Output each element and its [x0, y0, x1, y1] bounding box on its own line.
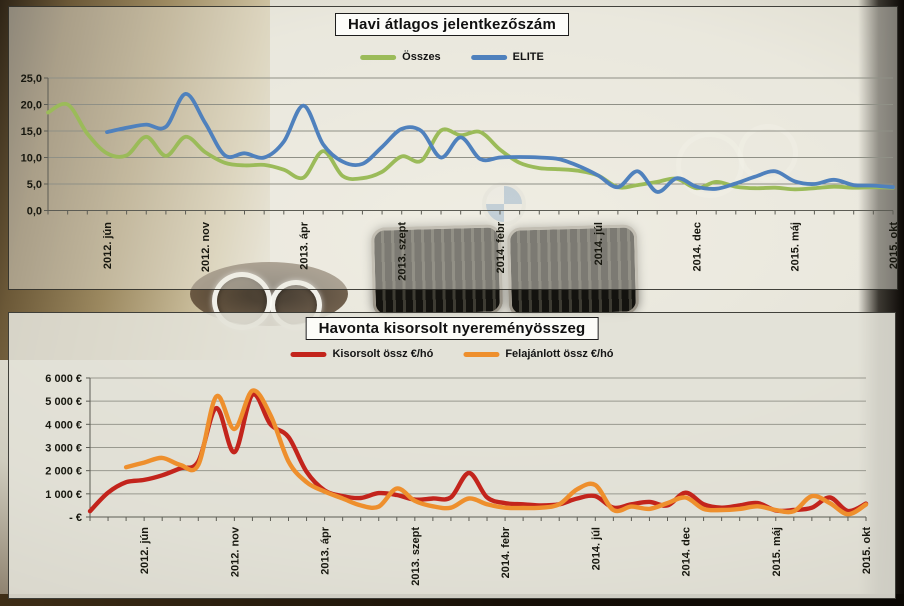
y-axis-tick-label: 5 000 € [45, 396, 82, 408]
x-axis-tick-label: 2012. jún [102, 222, 114, 269]
y-axis-tick-label: - € [69, 512, 82, 524]
y-axis-tick-label: 6 000 € [45, 373, 82, 385]
x-axis-tick-label: 2014. dec [692, 222, 704, 272]
y-axis-tick-label: 1 000 € [45, 489, 82, 501]
y-axis-tick-label: 20,0 [21, 100, 42, 112]
x-axis-tick-label: 2015. máj [790, 222, 802, 272]
legend-item: Felajánlott össz €/hó [463, 348, 614, 360]
y-axis-tick-label: 10,0 [21, 153, 42, 165]
legend-label: Felajánlott össz €/hó [505, 348, 614, 360]
x-axis-tick-label: 2015. okt [888, 222, 900, 269]
legend-swatch-felajanlott [463, 351, 500, 357]
chart-plot-bottom: - € 1 000 € 2 000 € 3 000 € 4 000 € 5 000 € 6 … [45, 373, 873, 586]
y-axis-tick-label: 3 000 € [45, 442, 82, 454]
legend-label: Kisorsolt össz €/hó [332, 348, 434, 360]
x-axis-tick-label: 2014. febr [500, 526, 512, 578]
series-line-felaj-nlott-ssz-h [123, 388, 869, 517]
bottom-chart-title: Havonta kisorsolt nyereményösszeg [305, 317, 599, 340]
x-axis-tick-label: 2012. jún [139, 527, 151, 574]
x-axis-tick-label: 2012. nov [200, 221, 212, 272]
y-axis-tick-label: 15,0 [21, 126, 42, 138]
legend-item: Összes [360, 51, 441, 63]
legend-swatch-elite [470, 54, 507, 60]
x-axis-tick-label: 2013. ápr [299, 221, 311, 269]
series-line-elite [105, 92, 895, 194]
x-axis-tick-label: 2014. júl [590, 527, 602, 570]
x-axis-tick-label: 2013. szept [397, 222, 409, 281]
legend-swatch-osszes [360, 54, 397, 60]
legend-label: ELITE [512, 51, 544, 63]
y-axis-tick-label: 4 000 € [45, 419, 82, 431]
x-axis-tick-label: 2014. júl [593, 222, 605, 265]
y-axis-tick-label: 0,0 [27, 206, 42, 218]
x-axis-tick-label: 2013. ápr [320, 526, 332, 574]
chart-plot-top: 0,0 5,0 10,0 15,0 20,0 25,0 2012. jún 2012. nov… [21, 73, 900, 281]
y-axis-tick-label: 25,0 [21, 73, 42, 85]
x-axis-tick-label: 2015. okt [861, 527, 873, 574]
bottom-chart-panel [8, 312, 896, 599]
legend-item: ELITE [470, 51, 544, 63]
bottom-chart-legend: Kisorsolt össz €/hó Felajánlott össz €/h… [290, 348, 614, 360]
legend-swatch-kisorsolt [290, 351, 327, 357]
x-axis-tick-label: 2014. dec [681, 527, 693, 577]
series-line-sszes [46, 101, 895, 192]
top-chart-legend: Összes ELITE [360, 51, 544, 63]
legend-label: Összes [402, 51, 441, 63]
series-line-kisorsolt-ssz-h [87, 392, 869, 514]
x-axis-tick-label: 2015. máj [771, 527, 783, 577]
legend-item: Kisorsolt össz €/hó [290, 348, 433, 360]
y-axis-tick-label: 2 000 € [45, 466, 82, 478]
top-chart-title: Havi átlagos jelentkezőszám [335, 13, 569, 36]
x-axis-tick-label: 2013. szept [410, 527, 422, 586]
x-axis-tick-label: 2012. nov [229, 526, 241, 577]
x-axis-tick-label: 2014. febr [495, 221, 507, 273]
headlight-ring-icon [738, 124, 798, 182]
y-axis-tick-label: 5,0 [27, 179, 42, 191]
